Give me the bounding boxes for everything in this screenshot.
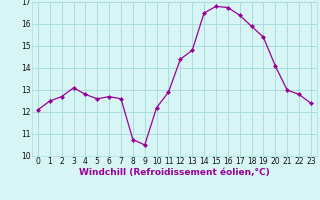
X-axis label: Windchill (Refroidissement éolien,°C): Windchill (Refroidissement éolien,°C): [79, 168, 270, 177]
